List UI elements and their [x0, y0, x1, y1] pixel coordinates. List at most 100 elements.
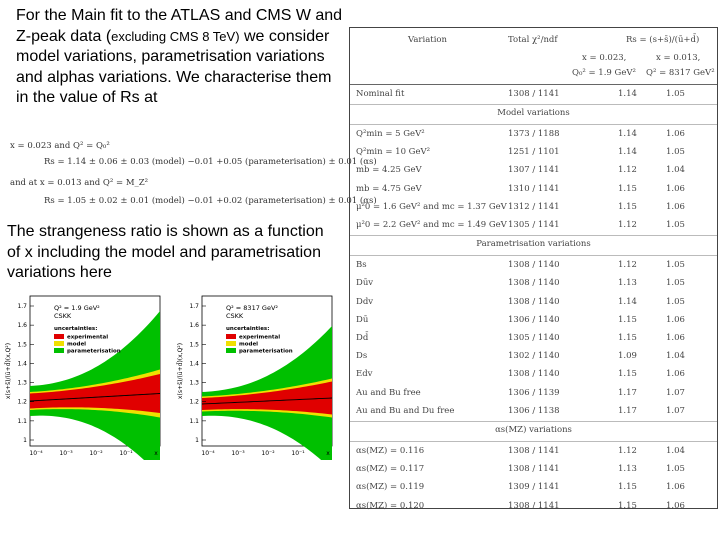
row-rs-2: 1.06: [666, 314, 685, 325]
x-tick-label: x: [326, 450, 330, 457]
row-rs-2: 1.06: [666, 369, 685, 380]
row-chi2: 1305 / 1141: [508, 220, 560, 230]
section-rule: [350, 124, 717, 125]
x-tick-label: x: [154, 450, 158, 457]
section-rule: [350, 421, 717, 422]
band-experimental: [202, 381, 332, 415]
legend-label: model: [239, 342, 258, 348]
row-rs-1: 1.15: [618, 314, 637, 325]
row-rs-1: 1.14: [618, 296, 637, 307]
y-tick-label: 1: [195, 437, 199, 444]
equation-condition-2: and at x = 0.013 and Q² = M_Z²: [10, 178, 149, 188]
y-tick-label: 1.3: [17, 380, 27, 387]
row-rs-1: 1.15: [618, 369, 637, 380]
row-name: mb = 4.25 GeV: [356, 165, 422, 176]
row-rs-1: 1.17: [618, 405, 637, 416]
x-tick-label: 10⁻²: [261, 450, 275, 457]
row-chi2: 1308 / 1140: [508, 369, 560, 380]
section-title: Parametrisation variations: [476, 239, 591, 250]
equation-rs-2: Rs = 1.05 ± 0.02 ± 0.01 (model) −0.01 +0…: [44, 196, 377, 206]
y-tick-label: 1.7: [17, 303, 27, 310]
legend-label: model: [67, 342, 86, 348]
table-row: Ddv 1308 / 1140 1.14 1.05: [350, 294, 717, 312]
row-chi2: 1251 / 1101: [508, 147, 560, 158]
row-name: Dd̄: [356, 333, 369, 343]
subheader-q1: Q₀² = 1.9 GeV²: [572, 68, 636, 78]
y-axis-label: x(s+s̄)/(ū+d̄)(x,Q²): [177, 343, 184, 399]
row-chi2: 1306 / 1139: [508, 387, 560, 398]
row-chi2: 1307 / 1141: [508, 165, 560, 176]
y-tick-label: 1: [23, 437, 27, 444]
legend-swatch: [54, 334, 64, 339]
row-name: μ²0 = 2.2 GeV² and mc = 1.49 GeV: [356, 220, 507, 230]
row-chi2: 1308 / 1140: [508, 278, 560, 289]
row-name: Q²min = 10 GeV²: [356, 147, 431, 158]
row-name: Bs: [356, 260, 367, 271]
row-rs-1: 1.12: [618, 260, 637, 271]
x-tick-label: 10⁻¹: [291, 450, 305, 457]
row-rs-1: 1.15: [618, 500, 637, 511]
row-rs-2: 1.04: [666, 446, 685, 456]
row-name: Ds: [356, 351, 368, 362]
row-rs-1: 1.12: [618, 165, 637, 176]
table-row: Nominal fit 1308 / 1141 1.14 1.05: [350, 86, 717, 104]
row-chi2: 1312 / 1141: [508, 201, 560, 212]
table-row: Q²min = 10 GeV² 1251 / 1101 1.14 1.05: [350, 144, 717, 162]
row-chi2: 1373 / 1188: [508, 129, 560, 139]
row-rs-1: 1.12: [618, 220, 637, 230]
row-rs-1: 1.14: [618, 147, 637, 158]
intro-text: For the Main fit to the ATLAS and CMS W …: [16, 6, 348, 109]
row-rs-2: 1.06: [666, 482, 685, 493]
legend-swatch: [226, 348, 236, 353]
row-name: Q²min = 5 GeV²: [356, 129, 425, 139]
y-tick-label: 1.4: [17, 360, 27, 367]
csk-label: CSKK: [226, 312, 244, 320]
table-subheader-q2: Q₀² = 1.9 GeV² Q² = 8317 GeV²: [350, 65, 717, 83]
row-rs-1: 1.14: [618, 89, 637, 99]
y-tick-label: 1.7: [189, 303, 199, 310]
row-rs-1: 1.13: [618, 464, 637, 475]
q2-label: Q² = 8317 GeV²: [226, 304, 278, 312]
subheader-q2: Q² = 8317 GeV²: [646, 68, 715, 78]
table-row: Dū 1306 / 1140 1.15 1.06: [350, 312, 717, 330]
section-rule: [350, 441, 717, 442]
legend-swatch: [226, 334, 236, 339]
row-rs-2: 1.05: [666, 220, 685, 230]
header-rule: [350, 84, 717, 85]
section-rule: [350, 235, 717, 237]
y-tick-label: 1.4: [189, 360, 199, 367]
y-axis-label: x(s+s̄)/(ū+d̄)(x,Q²): [5, 343, 12, 399]
y-tick-label: 1.5: [17, 341, 27, 348]
section-title: Model variations: [497, 108, 570, 118]
row-chi2: 1305 / 1140: [508, 333, 560, 343]
equation-rs-1: Rs = 1.14 ± 0.06 ± 0.03 (model) −0.01 +0…: [44, 157, 377, 167]
row-rs-2: 1.06: [666, 129, 685, 139]
legend-label: experimental: [239, 335, 280, 341]
intro-text-small: excluding CMS 8 TeV): [111, 28, 240, 44]
table-row: αs(MZ) = 0.120 1308 / 1141 1.15 1.06: [350, 498, 717, 516]
table-row: Bs 1308 / 1140 1.12 1.05: [350, 257, 717, 275]
table-row: αs(MZ) = 0.119 1309 / 1141 1.15 1.06: [350, 479, 717, 497]
row-rs-2: 1.07: [666, 387, 685, 398]
table-row: μ²0 = 2.2 GeV² and mc = 1.49 GeV 1305 / 1…: [350, 217, 717, 235]
x-tick-label: 10⁻³: [231, 450, 245, 457]
table-row: αs(MZ) = 0.117 1308 / 1141 1.13 1.05: [350, 461, 717, 479]
row-chi2: 1306 / 1138: [508, 405, 560, 416]
row-name: αs(MZ) = 0.117: [356, 464, 425, 475]
row-chi2: 1308 / 1141: [508, 464, 560, 475]
intro-text-a: For the Main fit to the ATLAS and CMS W …: [16, 7, 343, 45]
row-name: μ²0 = 1.6 GeV² and mc = 1.37 GeV: [356, 201, 507, 212]
table-header: Variation Total χ²/ndf Rs = (s+s̄)/(ū+d̄…: [350, 32, 717, 50]
row-chi2: 1308 / 1141: [508, 89, 560, 99]
central-line: [30, 393, 160, 402]
row-rs-2: 1.06: [666, 201, 685, 212]
plot-low-q2: 1.7 1.6 1.5 1.4 1.3 1.2 1.1 110⁻⁴ 10⁻³ 10⁻² 10⁻¹ x x…: [5, 295, 161, 460]
row-rs-2: 1.06: [666, 183, 685, 194]
table-row: Q²min = 5 GeV² 1373 / 1188 1.14 1.06: [350, 126, 717, 144]
table-row: Dūv 1308 / 1140 1.13 1.05: [350, 275, 717, 293]
legend-title: uncertainties:: [226, 326, 269, 332]
y-tick-label: 1.1: [17, 418, 27, 425]
table-row: mb = 4.25 GeV 1307 / 1141 1.12 1.04: [350, 162, 717, 180]
y-tick-label: 1.1: [189, 418, 199, 425]
variation-table: Variation Total χ²/ndf Rs = (s+s̄)/(ū+d̄…: [349, 27, 718, 511]
